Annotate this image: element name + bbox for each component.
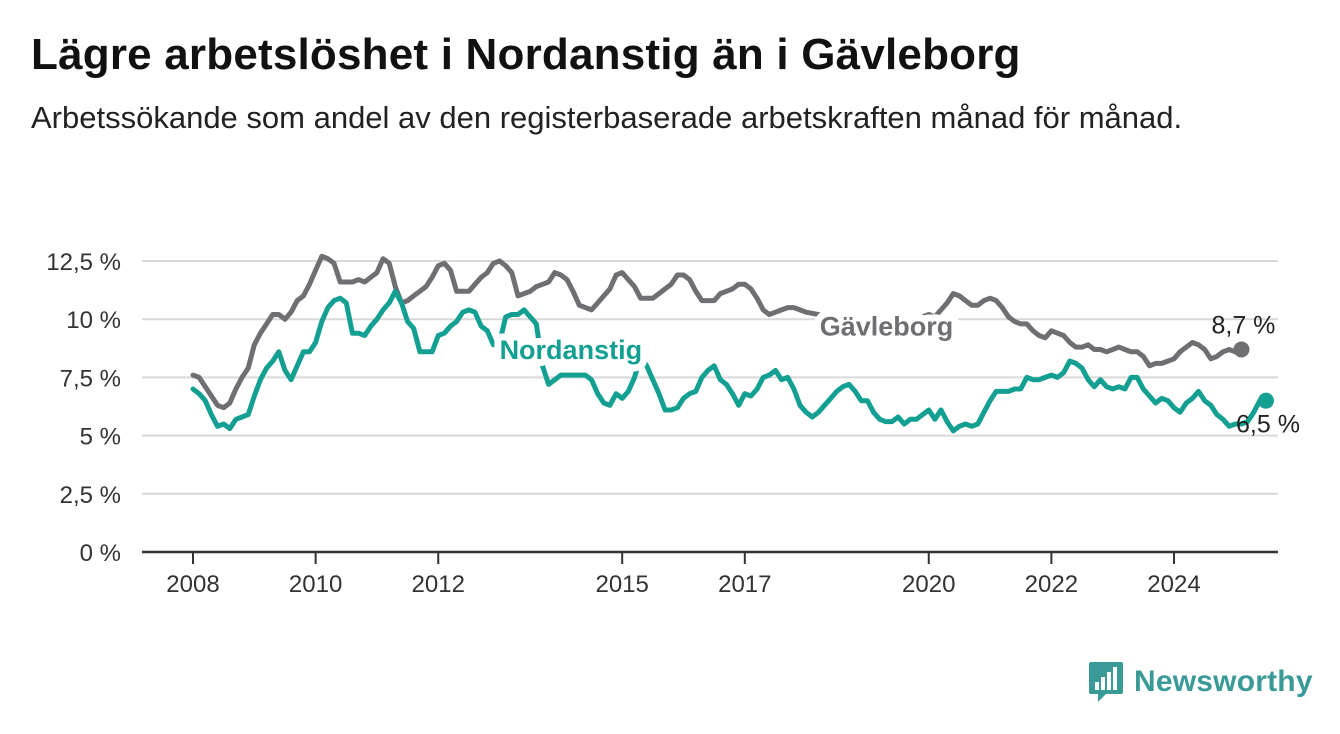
- x-tick-label: 2022: [1025, 571, 1078, 598]
- x-tick-label: 2010: [289, 571, 342, 598]
- line-chart: 0 %2,5 %5 %7,5 %10 %12,5 % 2008 2010 2012 2…: [46, 249, 1300, 598]
- y-axis-tick-labels: 0 % 2,5 % 5 % 7,5 % 10 % 12,5 %: [46, 249, 121, 567]
- newsworthy-logo-icon: [1089, 662, 1123, 702]
- series-line-nordanstig: [190, 288, 1269, 434]
- brand-name: Newsworthy: [1134, 665, 1313, 698]
- y-tick-label: 2,5 %: [60, 482, 121, 509]
- page-subtitle: Arbetssökande som andel av den registerb…: [31, 100, 1183, 135]
- series-name-label-halo: Gävleborg: [820, 311, 954, 341]
- gridlines: [142, 260, 1278, 495]
- x-tick-label: 2024: [1147, 571, 1200, 598]
- x-tick-label: 2015: [595, 571, 648, 598]
- series-name-label: Gävleborg: [820, 311, 954, 341]
- x-tick-label: 2020: [902, 571, 955, 598]
- series-end-value-label: 6,5 %: [1236, 411, 1300, 439]
- x-tick-label: 2017: [718, 571, 771, 598]
- series-end-point: [1233, 341, 1250, 358]
- series-line-gävleborg: [190, 253, 1244, 411]
- series-labels: 8,7 %6,5 %GävleborgGävleborgNordanstigNo…: [493, 304, 1300, 439]
- x-tick-label: 2012: [412, 571, 465, 598]
- brand-logo: Newsworthy: [1088, 660, 1313, 704]
- y-tick-label: 5 %: [80, 424, 121, 451]
- y-tick-label: 10 %: [66, 307, 121, 334]
- x-axis: 2008 2010 2012 2015 2017 2020 2022 2024: [142, 550, 1278, 598]
- series-end-value-label: 8,7 %: [1211, 311, 1275, 339]
- y-tick-label: 12,5 %: [46, 249, 121, 276]
- y-tick-label: 7,5 %: [60, 365, 121, 392]
- series-name-label-halo: Nordanstig: [500, 335, 643, 365]
- x-tick-label: 2008: [166, 571, 219, 598]
- series-end-point: [1257, 392, 1274, 409]
- series-lines: [190, 253, 1274, 434]
- series-name-label: Nordanstig: [500, 335, 643, 365]
- y-tick-label: 0 %: [80, 540, 121, 567]
- page-title: Lägre arbetslöshet i Nordanstig än i Gäv…: [31, 30, 1021, 79]
